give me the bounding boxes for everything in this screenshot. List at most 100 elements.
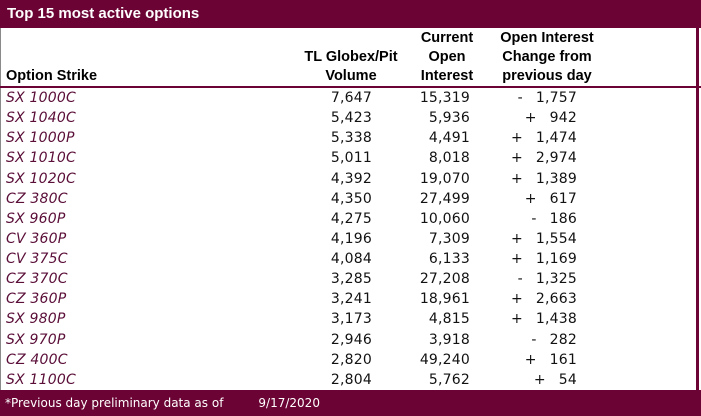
change-sign: - xyxy=(531,210,537,227)
volume-cell: 7,647 xyxy=(330,90,372,106)
table-row: SX 980P 3,173 4,815 + 1,438 xyxy=(0,309,701,329)
table-row: CZ 360P 3,241 18,961 + 2,663 xyxy=(0,289,701,309)
report-title-bar: Top 15 most active options xyxy=(0,0,701,28)
header-line: Current xyxy=(420,30,474,46)
volume-cell: 3,241 xyxy=(330,291,372,308)
row-spacer xyxy=(602,108,701,128)
header-line: TL Globex/Pit xyxy=(304,49,398,65)
table-row: SX 1000P 5,338 4,491 + 1,474 xyxy=(0,128,701,148)
row-spacer xyxy=(602,209,701,229)
volume-cell: 4,392 xyxy=(330,170,372,187)
change-value: 1,389 xyxy=(535,170,577,187)
volume-cell: 4,196 xyxy=(330,230,372,247)
volume-cell: 4,350 xyxy=(330,190,372,207)
volume-cell: 3,285 xyxy=(330,271,372,288)
table-row: CV 375C 4,084 6,133 + 1,169 xyxy=(0,249,701,269)
header-line: Volume xyxy=(325,68,377,84)
option-strike-cell: SX 1000C xyxy=(6,90,76,106)
change-sign: - xyxy=(517,271,523,288)
volume-cell: 5,011 xyxy=(330,150,372,167)
open-interest-cell: 27,499 xyxy=(419,190,470,207)
column-header-volume: TL Globex/Pit Volume xyxy=(300,28,402,86)
row-spacer xyxy=(602,169,701,189)
change-value: 1,438 xyxy=(535,311,577,328)
table-row: SX 1040C 5,423 5,936 + 942 xyxy=(0,108,701,128)
table-row: CZ 380C 4,350 27,499 + 617 xyxy=(0,189,701,209)
row-spacer xyxy=(602,148,701,168)
change-value: 2,974 xyxy=(535,150,577,167)
change-sign: + xyxy=(510,291,523,308)
open-interest-cell: 27,208 xyxy=(419,271,470,288)
table-row: CZ 370C 3,285 27,208 - 1,325 xyxy=(0,269,701,289)
oi-change-cell: - 186 xyxy=(492,209,602,229)
option-strike-cell: CZ 360P xyxy=(6,291,67,308)
header-spacer xyxy=(602,28,701,86)
volume-cell: 4,275 xyxy=(330,210,372,227)
header-line: Change from xyxy=(502,49,592,65)
change-sign: + xyxy=(510,170,523,187)
row-spacer xyxy=(602,289,701,309)
row-spacer xyxy=(602,330,701,350)
open-interest-cell: 49,240 xyxy=(419,351,470,368)
option-strike-cell: SX 1100C xyxy=(6,371,76,388)
option-strike-cell: SX 970P xyxy=(6,331,66,348)
open-interest-cell: 4,491 xyxy=(428,130,470,147)
oi-change-cell: + 1,474 xyxy=(492,128,602,148)
oi-change-cell: + 2,974 xyxy=(492,148,602,168)
open-interest-cell: 10,060 xyxy=(419,210,470,227)
row-spacer xyxy=(602,370,701,390)
header-line: previous day xyxy=(502,68,592,84)
table-header-row: Option Strike TL Globex/Pit Volume Curre… xyxy=(0,28,701,86)
volume-cell: 3,173 xyxy=(330,311,372,328)
volume-cell: 2,804 xyxy=(330,371,372,388)
change-value: 1,325 xyxy=(535,271,577,288)
change-sign: + xyxy=(510,150,523,167)
table-row: SX 1010C 5,011 8,018 + 2,974 xyxy=(0,148,701,168)
volume-cell: 5,338 xyxy=(330,130,372,147)
page-title: Top 15 most active options xyxy=(7,5,200,22)
table-left-border xyxy=(0,28,1,390)
option-strike-cell: CV 360P xyxy=(6,230,67,247)
oi-change-cell: - 1,325 xyxy=(492,269,602,289)
volume-cell: 2,820 xyxy=(330,351,372,368)
table-row: SX 1000C 7,647 15,319 - 1,757 xyxy=(0,88,701,108)
oi-change-cell: + 1,438 xyxy=(492,309,602,329)
volume-cell: 5,423 xyxy=(330,110,372,127)
change-sign: + xyxy=(524,351,537,368)
change-sign: + xyxy=(510,130,523,147)
change-sign: + xyxy=(533,371,546,388)
option-strike-cell: CZ 380C xyxy=(6,190,68,207)
row-spacer xyxy=(602,269,701,289)
volume-cell: 4,084 xyxy=(330,251,372,267)
change-sign: + xyxy=(524,190,537,207)
open-interest-cell: 7,309 xyxy=(428,230,470,247)
oi-change-cell: - 1,757 xyxy=(492,88,602,108)
row-spacer xyxy=(602,309,701,329)
header-line: Option Strike xyxy=(6,68,98,84)
oi-change-cell: + 54 xyxy=(492,370,602,390)
row-spacer xyxy=(602,229,701,249)
open-interest-cell: 15,319 xyxy=(419,90,470,106)
option-strike-cell: CZ 400C xyxy=(6,351,68,368)
table-body: SX 1000C 7,647 15,319 - 1,757 SX 1040C 5… xyxy=(0,88,701,390)
open-interest-cell: 6,133 xyxy=(428,251,470,267)
change-value: 617 xyxy=(549,190,577,207)
oi-change-cell: + 2,663 xyxy=(492,289,602,309)
table-right-border xyxy=(696,28,699,390)
table-row: CV 360P 4,196 7,309 + 1,554 xyxy=(0,229,701,249)
option-strike-cell: SX 1000P xyxy=(6,130,75,147)
option-strike-cell: CV 375C xyxy=(6,251,68,267)
row-spacer xyxy=(602,88,701,108)
option-strike-cell: SX 1040C xyxy=(6,110,76,127)
header-divider-line xyxy=(0,86,701,88)
change-value: 2,663 xyxy=(535,291,577,308)
volume-cell: 2,946 xyxy=(330,331,372,348)
open-interest-cell: 19,070 xyxy=(419,170,470,187)
table-row: SX 1100C 2,804 5,762 + 54 xyxy=(0,370,701,390)
row-spacer xyxy=(602,350,701,370)
option-strike-cell: SX 1010C xyxy=(6,150,76,167)
column-header-open-interest: Current Open Interest xyxy=(402,28,492,86)
header-line: Open xyxy=(428,49,466,65)
open-interest-cell: 5,762 xyxy=(428,371,470,388)
change-sign: + xyxy=(510,311,523,328)
